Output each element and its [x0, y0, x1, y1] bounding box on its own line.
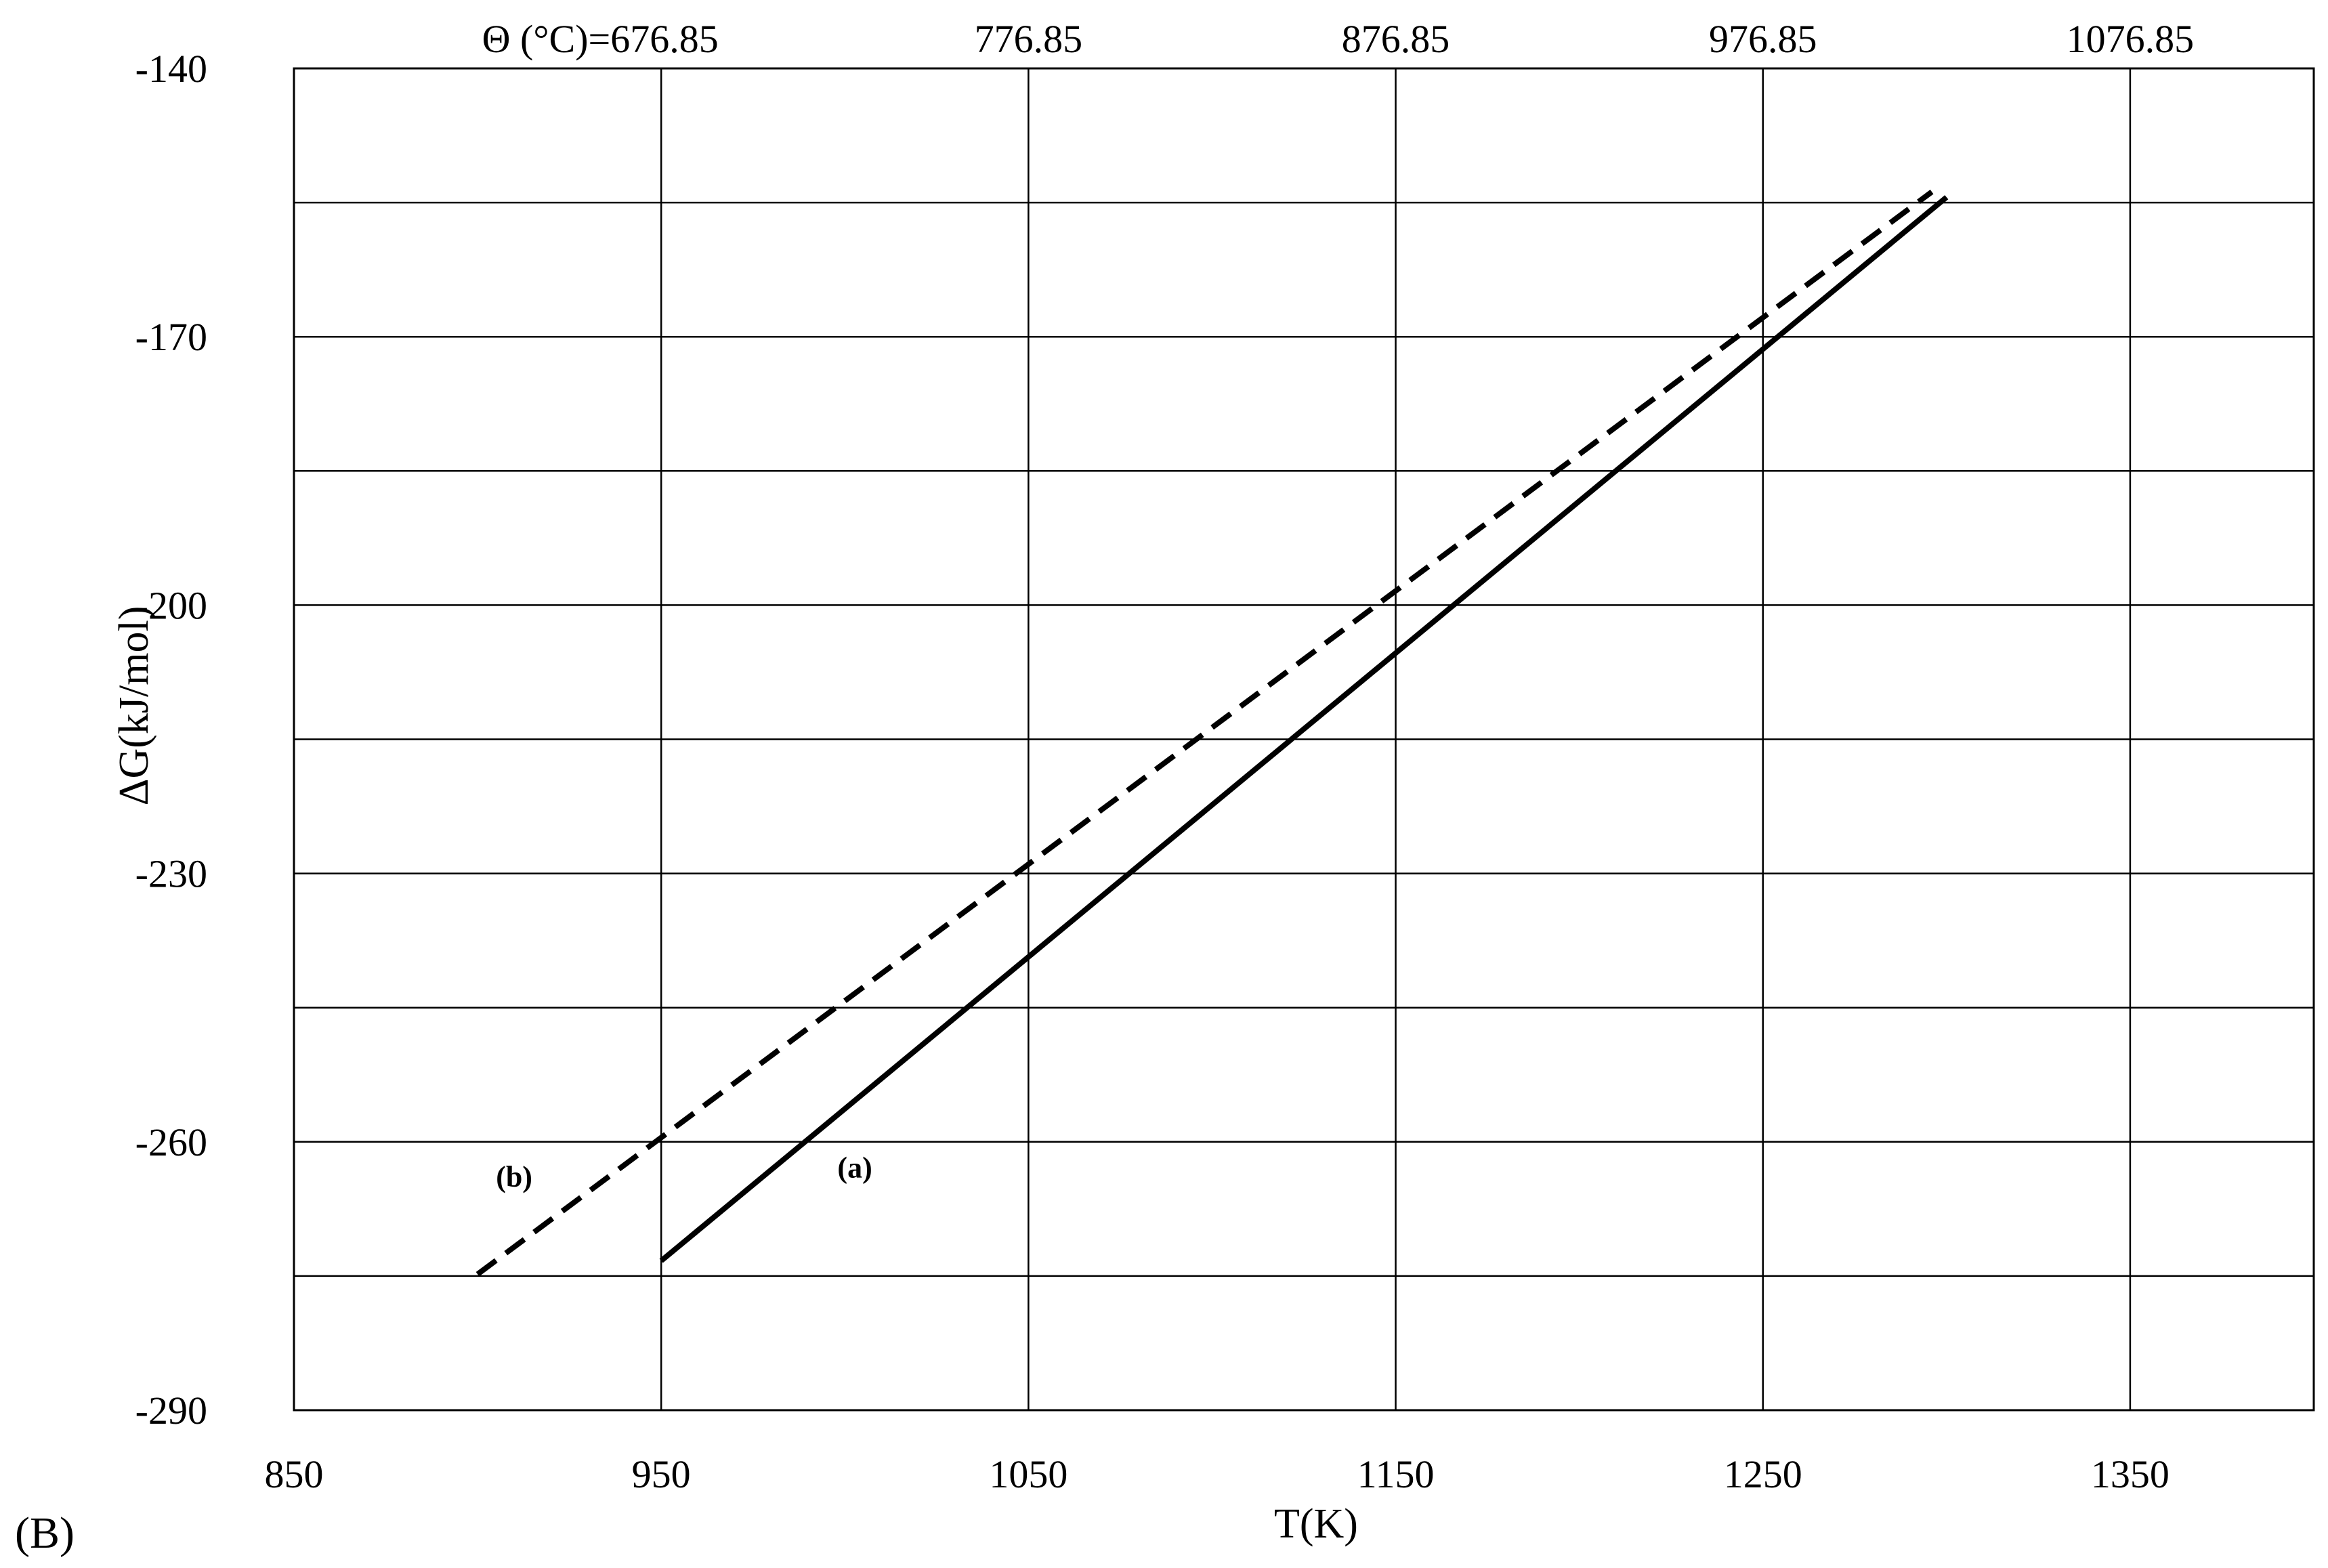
- x-tick-label: 1250: [1724, 1452, 1802, 1496]
- x-tick-label: 1350: [2091, 1452, 2170, 1496]
- y-tick-label: -170: [135, 315, 207, 359]
- y-tick-label: -140: [135, 47, 207, 91]
- top-tick-label: 776.85: [975, 17, 1083, 61]
- top-tick-label: 976.85: [1709, 17, 1817, 61]
- x-tick-labels: 850 950 1050 1150 1250 1350: [265, 1452, 2170, 1496]
- series-line-b: [475, 190, 1934, 1277]
- top-tick-label: 876.85: [1342, 17, 1450, 61]
- y-tick-labels: -140 -170 -200 -230 -260 -290: [135, 47, 207, 1433]
- x-tick-label: 1150: [1357, 1452, 1435, 1496]
- plot-area-frame: [293, 67, 2315, 1412]
- y-tick-label: -230: [135, 852, 207, 896]
- y-axis-title: ΔG(kJ/mol): [111, 606, 157, 806]
- top-tick-label: 1076.85: [2067, 17, 2195, 61]
- top-axis-tick-labels: Θ (°C)=676.85 776.85 876.85 976.85 1076.85: [482, 17, 2195, 61]
- y-tick-label: -200: [135, 583, 207, 627]
- panel-label: (B): [15, 1508, 75, 1558]
- x-tick-label: 1050: [989, 1452, 1067, 1496]
- x-tick-label: 950: [632, 1452, 691, 1496]
- x-tick-label: 850: [265, 1452, 324, 1496]
- series-labels: (a) (b): [496, 1151, 872, 1193]
- series-label-a: (a): [837, 1151, 872, 1185]
- grid-lines: [294, 68, 2314, 1410]
- x-axis-title: T(K): [1274, 1501, 1358, 1547]
- y-tick-label: -260: [135, 1120, 207, 1164]
- y-tick-label: -290: [135, 1389, 207, 1433]
- series-line-a: [659, 195, 1949, 1263]
- top-tick-label: Θ (°C)=676.85: [482, 17, 719, 61]
- series-layer: [475, 190, 1949, 1277]
- series-label-b: (b): [496, 1160, 532, 1193]
